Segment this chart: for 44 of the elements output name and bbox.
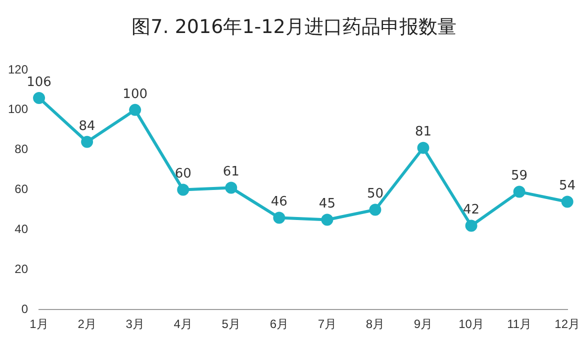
- point: [417, 142, 430, 154]
- data-label: 50: [366, 186, 384, 202]
- x-tick-label: 9月: [414, 317, 433, 332]
- data-label: 84: [78, 118, 96, 134]
- x-tick-label: 10月: [458, 317, 484, 332]
- point: [177, 184, 190, 196]
- point: [369, 204, 382, 216]
- point: [225, 182, 238, 194]
- x-tick-label: 12月: [554, 317, 580, 332]
- point: [561, 196, 574, 208]
- x-tick-label: 1月: [30, 317, 48, 332]
- x-tick-label: 5月: [222, 317, 240, 332]
- point: [129, 104, 142, 116]
- y-tick-label: 0: [21, 302, 28, 316]
- y-tick-label: 60: [14, 182, 28, 196]
- chart-title: 图7. 2016年1-12月进口药品申报数量: [130, 15, 458, 40]
- data-label: 54: [559, 178, 576, 194]
- data-label: 45: [318, 196, 336, 212]
- y-tick-label: 40: [14, 222, 28, 236]
- data-label: 60: [174, 166, 192, 182]
- data-label: 100: [122, 86, 148, 102]
- x-tick-label: 8月: [366, 317, 385, 332]
- x-tick-label: 3月: [126, 317, 144, 332]
- point: [273, 212, 286, 224]
- x-tick-label: 6月: [270, 317, 289, 332]
- point: [81, 136, 94, 148]
- point: [33, 92, 46, 104]
- data-label: 59: [511, 168, 528, 184]
- y-tick-label: 20: [14, 262, 28, 276]
- x-tick-label: 2月: [78, 317, 96, 332]
- x-tick-label: 7月: [318, 317, 337, 332]
- data-label: 61: [222, 164, 240, 180]
- y-tick-label: 80: [14, 142, 28, 156]
- data-label: 46: [270, 194, 288, 210]
- x-tick-label: 11月: [507, 317, 532, 332]
- data-label: 42: [462, 202, 480, 218]
- point: [513, 186, 526, 198]
- y-tick-label: 100: [8, 102, 28, 116]
- x-tick-label: 4月: [174, 317, 192, 332]
- point: [465, 220, 478, 232]
- data-label: 81: [414, 124, 432, 140]
- data-label: 106: [26, 74, 52, 90]
- point: [321, 214, 334, 226]
- y-tick-label: 120: [8, 62, 28, 76]
